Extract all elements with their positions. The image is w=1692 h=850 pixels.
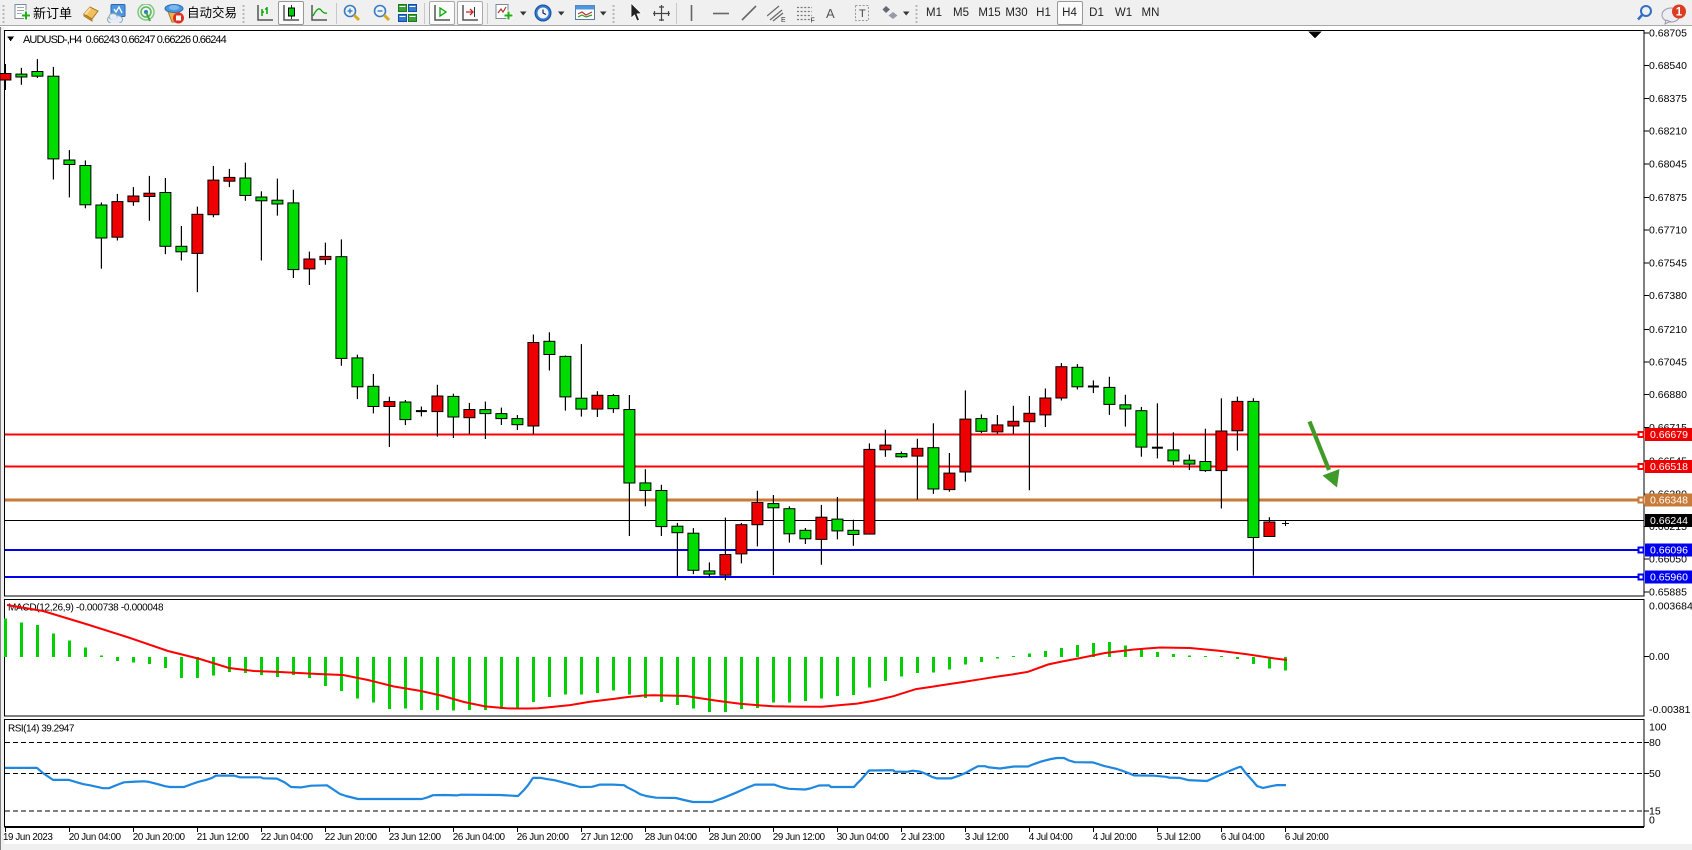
svg-text:4 Jul 20:00: 4 Jul 20:00 <box>1093 832 1138 843</box>
svg-text:0.67045: 0.67045 <box>1649 356 1687 368</box>
svg-text:6 Jul 04:00: 6 Jul 04:00 <box>1221 832 1266 843</box>
svg-text:15: 15 <box>1649 806 1661 818</box>
svg-text:21 Jun 12:00: 21 Jun 12:00 <box>197 832 250 843</box>
svg-text:28 Jun 20:00: 28 Jun 20:00 <box>709 832 762 843</box>
svg-text:22 Jun 04:00: 22 Jun 04:00 <box>261 832 314 843</box>
svg-text:3 Jul 12:00: 3 Jul 12:00 <box>965 832 1010 843</box>
svg-text:0.66518: 0.66518 <box>1650 461 1688 473</box>
svg-text:AUDUSD-,H4 0.66243 0.66247 0.: AUDUSD-,H4 0.66243 0.66247 0.66226 0.662… <box>23 34 227 46</box>
svg-text:2 Jul 23:00: 2 Jul 23:00 <box>901 832 946 843</box>
svg-text:80: 80 <box>1649 737 1661 749</box>
svg-text:19 Jun 2023: 19 Jun 2023 <box>3 832 52 843</box>
svg-text:0.67710: 0.67710 <box>1649 225 1687 237</box>
svg-text:MACD(12,26,9) -0.000738 -0.000: MACD(12,26,9) -0.000738 -0.000048 <box>8 603 164 614</box>
svg-text:22 Jun 20:00: 22 Jun 20:00 <box>325 832 378 843</box>
svg-text:23 Jun 12:00: 23 Jun 12:00 <box>389 832 442 843</box>
svg-text:0.67545: 0.67545 <box>1649 257 1687 269</box>
svg-text:0.65960: 0.65960 <box>1650 572 1688 584</box>
svg-text:RSI(14) 39.2947: RSI(14) 39.2947 <box>8 724 75 735</box>
svg-text:0.66096: 0.66096 <box>1650 545 1688 557</box>
svg-text:T: T <box>859 8 866 20</box>
svg-text:0.67210: 0.67210 <box>1649 324 1687 336</box>
svg-text:100: 100 <box>1649 722 1667 734</box>
svg-text:20 Jun 04:00: 20 Jun 04:00 <box>69 832 122 843</box>
svg-text:26 Jun 04:00: 26 Jun 04:00 <box>453 832 506 843</box>
svg-text:E: E <box>781 17 786 23</box>
svg-text:0.68045: 0.68045 <box>1649 158 1687 170</box>
svg-text:0: 0 <box>1649 815 1655 827</box>
svg-text:-0.00381: -0.00381 <box>1649 704 1691 716</box>
svg-text:0.66880: 0.66880 <box>1649 389 1687 401</box>
svg-text:0.68705: 0.68705 <box>1649 28 1687 40</box>
svg-text:0.68540: 0.68540 <box>1649 60 1687 72</box>
svg-text:4 Jul 04:00: 4 Jul 04:00 <box>1029 832 1074 843</box>
svg-text:30 Jun 04:00: 30 Jun 04:00 <box>837 832 890 843</box>
svg-text:0.66050: 0.66050 <box>1649 554 1687 566</box>
svg-text:50: 50 <box>1649 768 1661 780</box>
svg-text:0.65885: 0.65885 <box>1649 586 1687 598</box>
svg-text:20 Jun 20:00: 20 Jun 20:00 <box>133 832 186 843</box>
svg-text:0.67380: 0.67380 <box>1649 290 1687 302</box>
svg-text:0.68210: 0.68210 <box>1649 126 1687 138</box>
svg-text:5 Jul 12:00: 5 Jul 12:00 <box>1157 832 1202 843</box>
svg-text:1: 1 <box>1676 7 1683 19</box>
svg-text:29 Jun 12:00: 29 Jun 12:00 <box>773 832 826 843</box>
svg-text:0.67875: 0.67875 <box>1649 192 1687 204</box>
svg-text:0.003684: 0.003684 <box>1649 601 1692 613</box>
svg-text:0.66679: 0.66679 <box>1650 429 1688 441</box>
svg-text:0.66244: 0.66244 <box>1650 515 1688 527</box>
svg-text:26 Jun 20:00: 26 Jun 20:00 <box>517 832 570 843</box>
svg-text:27 Jun 12:00: 27 Jun 12:00 <box>581 832 634 843</box>
svg-text:0.68375: 0.68375 <box>1649 93 1687 105</box>
svg-text:F: F <box>811 18 815 24</box>
svg-text:28 Jun 04:00: 28 Jun 04:00 <box>645 832 698 843</box>
svg-text:0.66348: 0.66348 <box>1650 495 1688 507</box>
svg-text:6 Jul 20:00: 6 Jul 20:00 <box>1285 832 1330 843</box>
svg-text:0.00: 0.00 <box>1649 651 1670 663</box>
